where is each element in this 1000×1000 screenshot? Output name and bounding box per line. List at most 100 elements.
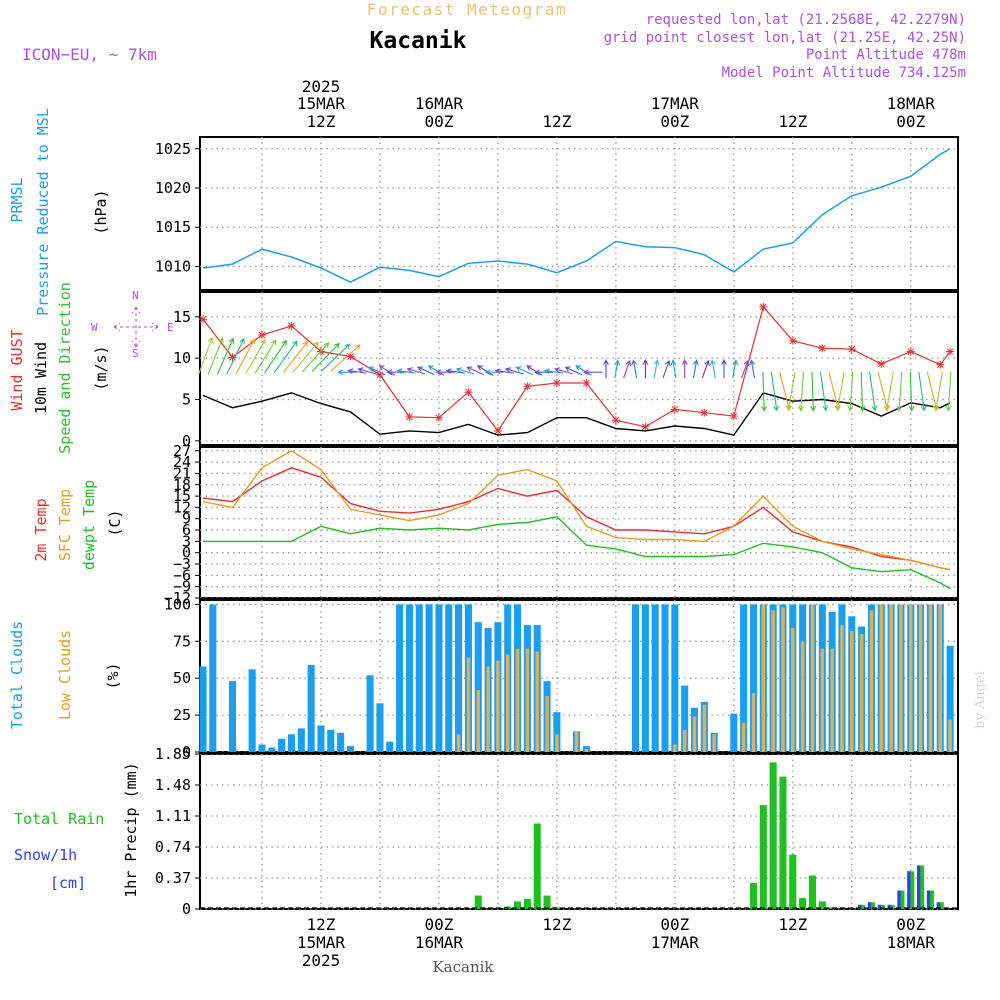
bottom-day-label: 15MAR xyxy=(297,933,346,952)
top-day-label: 18MAR xyxy=(887,94,936,113)
low-cloud-bar xyxy=(476,690,481,752)
total-cloud-bar xyxy=(749,604,758,752)
snow-unit-label: [cm] xyxy=(50,874,86,892)
rain-bar xyxy=(858,904,866,909)
bottom-time-label: 12Z xyxy=(307,915,336,934)
wind-arrow xyxy=(770,371,780,412)
low-cloud-bar xyxy=(525,648,530,752)
wind-arrow xyxy=(884,371,894,412)
top-time-label: 12Z xyxy=(307,112,336,131)
clouds-ytick-label: 75 xyxy=(173,632,191,650)
snow-label: Snow/1h xyxy=(14,846,77,864)
wind-arrow xyxy=(386,369,406,376)
rain-label: Total Rain xyxy=(14,810,104,828)
total-cloud-bar xyxy=(661,604,669,752)
temperature-ytick-label: −3 xyxy=(173,555,191,573)
rain-bar xyxy=(808,875,817,909)
total-clouds-label: Total Clouds xyxy=(8,621,26,729)
location-title: Kacanik xyxy=(370,28,467,54)
total-cloud-bar xyxy=(553,712,561,752)
rain-bar xyxy=(799,898,807,909)
total-cloud-bar xyxy=(258,744,266,752)
total-cloud-bar xyxy=(366,675,374,752)
temperature-ytick-label: 15 xyxy=(173,487,191,505)
total-cloud-bar xyxy=(297,728,305,752)
low-cloud-bar xyxy=(555,734,559,752)
low-cloud-bar xyxy=(515,648,520,752)
requested-coords: requested lon,lat (21.2568E, 42.2279N) xyxy=(646,12,966,28)
wind-arrow xyxy=(945,371,952,412)
total-cloud-bar xyxy=(740,604,748,752)
total-cloud-bar xyxy=(317,725,325,752)
low-cloud-bar xyxy=(800,641,805,752)
temperature-ytick-label: 9 xyxy=(182,510,191,528)
snow-bar xyxy=(936,902,940,909)
total-cloud-bar xyxy=(248,669,256,752)
bottom-time-label: 12Z xyxy=(778,915,807,934)
low-cloud-bar xyxy=(466,657,471,752)
wind-arrow xyxy=(819,371,829,412)
low-cloud-bar xyxy=(889,604,893,752)
temp-series-line xyxy=(203,516,951,590)
gust-point xyxy=(582,378,591,387)
top-time-label: 00Z xyxy=(424,112,453,131)
pressure-ytick-label: 1015 xyxy=(155,218,191,236)
gust-point xyxy=(847,345,856,354)
wind-arrow xyxy=(786,371,796,412)
low-cloud-bar xyxy=(761,604,766,752)
footer-location: Kacanik xyxy=(432,958,494,976)
wind-arrow xyxy=(226,337,245,375)
total-cloud-bar xyxy=(287,734,296,752)
compass-s: S xyxy=(132,347,139,360)
bottom-day-label: 17MAR xyxy=(651,933,700,952)
wind-arrow xyxy=(292,341,319,373)
precip-ytick-label: 0.37 xyxy=(155,869,191,887)
wind-arrow xyxy=(378,365,396,376)
gust-point xyxy=(670,405,679,414)
total-cloud-bar xyxy=(671,604,679,752)
wind-arrow xyxy=(330,344,361,372)
rain-bar xyxy=(877,904,885,909)
wind-unit: (m/s) xyxy=(92,345,110,390)
wind-arrow xyxy=(721,359,727,379)
snow-bar xyxy=(858,904,862,909)
wind-arrow xyxy=(749,359,756,379)
wind-arrow xyxy=(575,365,592,376)
gust-point xyxy=(257,331,266,340)
wind-arrow xyxy=(515,366,534,376)
pressure-label: PRMSL xyxy=(8,177,26,222)
point-altitude: Point Altitude 478m xyxy=(806,47,966,63)
gust-point xyxy=(946,347,955,356)
gust-point xyxy=(552,378,561,387)
wind-arrow xyxy=(798,371,805,412)
temperature-ytick-label: 24 xyxy=(173,453,191,471)
clouds-ytick-label: 25 xyxy=(173,706,191,724)
bottom-time-label: 00Z xyxy=(896,915,925,934)
low-cloud-bar xyxy=(584,749,589,752)
gust-point xyxy=(611,416,620,425)
total-cloud-bar xyxy=(278,738,286,752)
dewpt-label: dewpt Temp xyxy=(80,480,98,570)
low-cloud-bar xyxy=(938,604,943,752)
snow-bar xyxy=(887,904,891,909)
wind-arrow xyxy=(494,368,514,374)
wind-arrow xyxy=(670,359,677,379)
gust-point xyxy=(199,315,207,324)
wind-arrow xyxy=(337,369,357,376)
gust-point xyxy=(405,412,414,421)
wind-arrow xyxy=(396,368,416,374)
temp-series-line xyxy=(202,449,951,571)
wind-arrow xyxy=(732,359,739,379)
bottom-day-label: 16MAR xyxy=(415,933,464,952)
low-clouds-label: Low Clouds xyxy=(56,630,74,720)
low-cloud-bar xyxy=(741,722,746,752)
gust-point xyxy=(788,336,797,345)
temperature-ytick-label: −12 xyxy=(164,589,191,607)
rain-bar xyxy=(474,895,482,909)
rain-bar xyxy=(818,901,826,909)
total-cloud-bar xyxy=(386,741,394,752)
total-cloud-bar xyxy=(631,604,640,752)
gust-point xyxy=(818,344,827,353)
rain-bar xyxy=(523,898,531,909)
clouds-ytick-label: 100 xyxy=(164,595,191,613)
